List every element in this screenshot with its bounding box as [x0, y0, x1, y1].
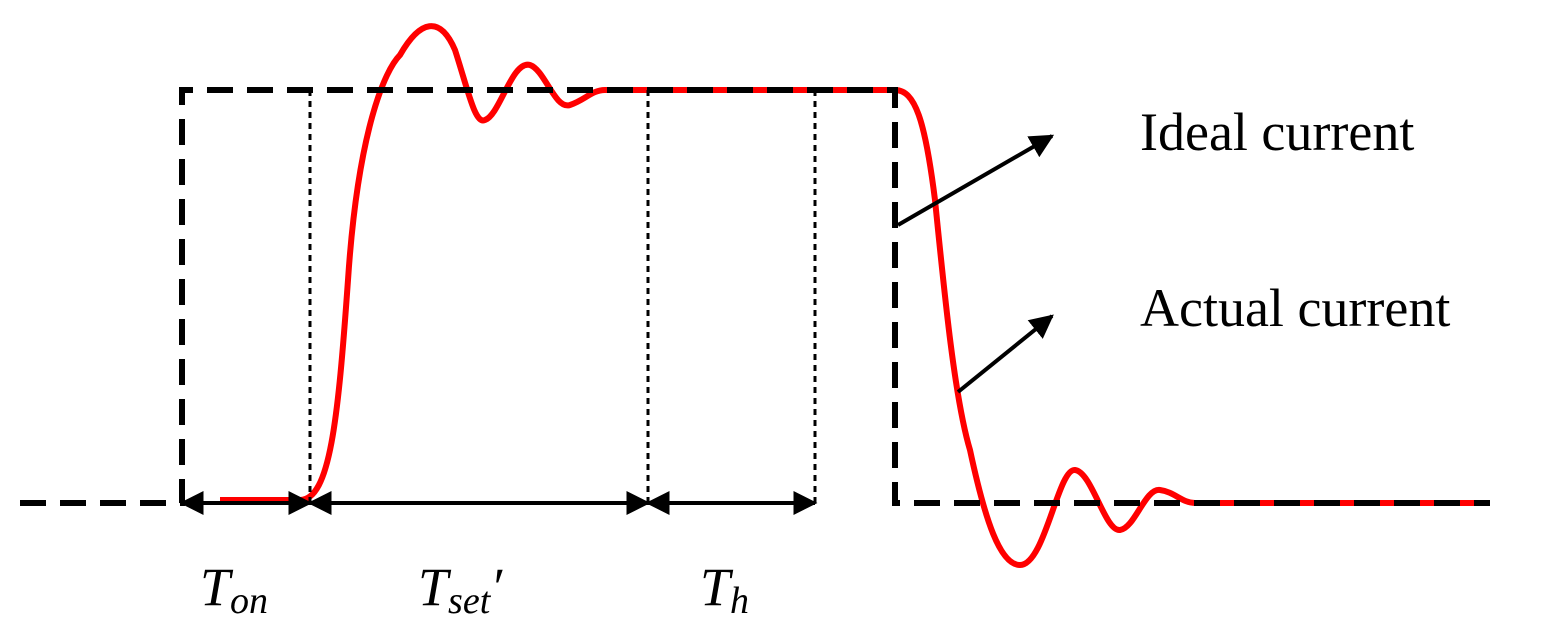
actual-label: Actual current	[1140, 278, 1450, 338]
interval-label: Ton	[200, 557, 268, 622]
ideal-label: Ideal current	[1140, 102, 1414, 162]
interval-label: Th	[700, 557, 749, 622]
ideal-current-line	[20, 87, 1490, 506]
legend-arrows	[896, 134, 1055, 394]
interval-label: Tset′	[418, 557, 503, 622]
dotted-markers	[308, 90, 817, 503]
